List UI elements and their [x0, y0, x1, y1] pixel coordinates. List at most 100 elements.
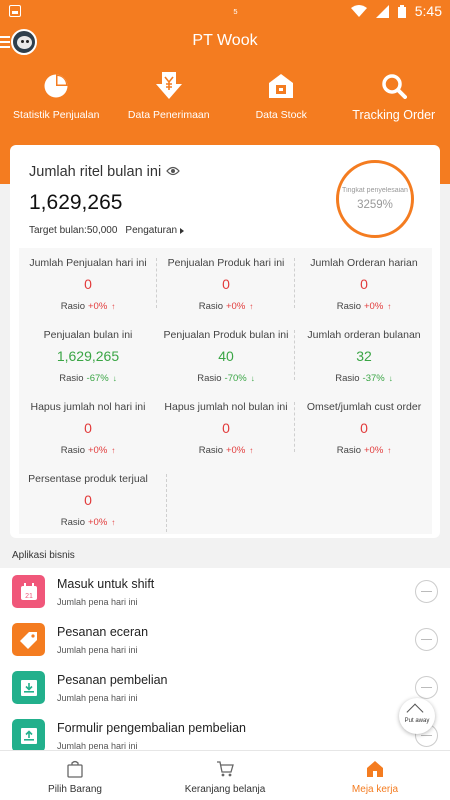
- put-away-button[interactable]: Put away: [399, 698, 435, 734]
- metric-card[interactable]: Omset/jumlah cust order 0 Rasio +0% ↑: [295, 392, 433, 464]
- section-title: Aplikasi bisnis: [12, 550, 75, 561]
- target-row: Target bulan:50,000 Pengaturan: [29, 225, 185, 236]
- status-time: 5:45: [414, 3, 442, 19]
- quick-nav-tracking-order[interactable]: Tracking Order: [338, 72, 450, 132]
- avatar[interactable]: [11, 29, 37, 55]
- cart-icon: [216, 760, 234, 778]
- quick-nav-label: Data Stock: [255, 109, 307, 121]
- ratio-percent: +0%: [226, 301, 246, 312]
- completion-ring: Tingkat penyelesaian 3259%: [336, 160, 414, 238]
- ratio-percent: -67%: [86, 373, 109, 384]
- tab-meja-kerja[interactable]: Meja kerja: [300, 751, 450, 800]
- metric-ratio: Rasio -37% ↓: [295, 373, 433, 384]
- menu-icon[interactable]: [0, 36, 10, 48]
- arrow-up-icon: ↑: [111, 446, 116, 455]
- eye-icon[interactable]: [166, 164, 180, 180]
- arrow-up-icon: ↑: [249, 302, 254, 311]
- quick-nav-statistik-penjualan[interactable]: Statistik Penjualan: [0, 72, 113, 132]
- quick-nav-data-penerimaan[interactable]: Data Penerimaan: [113, 72, 226, 132]
- metric-value: 0: [84, 276, 92, 292]
- metric-card[interactable]: Jumlah Penjualan hari ini 0 Rasio +0% ↑: [19, 248, 157, 320]
- arrow-up-icon: ↑: [387, 446, 392, 455]
- app-list: 21 Masuk untuk shift Jumlah pena hari in…: [0, 568, 450, 752]
- arrow-down-icon: ↓: [388, 374, 393, 383]
- divider: [294, 402, 295, 452]
- remove-button[interactable]: [415, 676, 438, 699]
- metric-value: 1,629,265: [56, 348, 120, 364]
- metric-ratio: Rasio -67% ↓: [19, 373, 157, 384]
- ratio-percent: +0%: [364, 445, 384, 456]
- arrow-up-icon: ↑: [111, 302, 116, 311]
- tab-keranjang-belanja[interactable]: Keranjang belanja: [150, 751, 300, 800]
- metric-card[interactable]: Penjualan Produk hari ini 0 Rasio +0% ↑: [157, 248, 295, 320]
- divider: [294, 330, 295, 380]
- tab-label: Keranjang belanja: [184, 784, 266, 795]
- list-item[interactable]: Pesanan pembelian Jumlah pena hari ini: [0, 664, 450, 712]
- metric-card[interactable]: Penjualan Produk bulan ini 40 Rasio -70% ↓: [157, 320, 295, 392]
- bag-icon: [66, 760, 84, 778]
- metric-label: Hapus jumlah nol hari ini: [30, 401, 146, 413]
- ratio-label: Rasio: [336, 301, 361, 312]
- put-away-label: Put away: [404, 718, 430, 724]
- metric-card[interactable]: Penjualan bulan ini 1,629,265 Rasio -67% ↓: [19, 320, 157, 392]
- metric-label: Persentase produk terjual: [28, 473, 148, 485]
- settings-link[interactable]: Pengaturan: [125, 225, 185, 236]
- signal-icon: [375, 4, 389, 18]
- metric-value: 0: [360, 276, 368, 292]
- tag-icon: [12, 623, 45, 656]
- metric-ratio: Rasio +0% ↑: [19, 445, 157, 456]
- quick-nav-label: Statistik Penjualan: [13, 109, 100, 121]
- status-bar: 5:45: [0, 0, 450, 24]
- divider: [294, 258, 295, 308]
- settings-label: Pengaturan: [125, 225, 178, 236]
- metric-value: 0: [222, 420, 230, 436]
- ratio-label: Rasio: [60, 517, 85, 528]
- image-notification-icon: [9, 5, 21, 17]
- metric-value: 0: [360, 420, 368, 436]
- divider: [156, 258, 157, 308]
- metric-label: Penjualan Produk hari ini: [167, 257, 285, 269]
- metric-label: Hapus jumlah nol bulan ini: [164, 401, 288, 413]
- svg-text:21: 21: [25, 593, 33, 600]
- ratio-label: Rasio: [60, 445, 85, 456]
- ratio-label: Rasio: [197, 373, 222, 384]
- remove-button[interactable]: [415, 580, 438, 603]
- arrow-up-icon: ↑: [249, 446, 254, 455]
- list-item[interactable]: Pesanan eceran Jumlah pena hari ini: [0, 616, 450, 664]
- arrow-up-icon: ↑: [387, 302, 392, 311]
- page-title: PT Wook: [192, 32, 258, 49]
- summary-card: Jumlah ritel bulan ini 1,629,265 Target …: [10, 145, 440, 538]
- summary-value: 1,629,265: [29, 191, 123, 214]
- arrow-down-icon: ↓: [112, 374, 117, 383]
- ratio-label: Rasio: [198, 445, 223, 456]
- tab-pilih-barang[interactable]: Pilih Barang: [0, 751, 150, 800]
- metric-card[interactable]: Persentase produk terjual 0 Rasio +0% ↑: [19, 464, 157, 536]
- ratio-percent: +0%: [226, 445, 246, 456]
- summary-label-row: Jumlah ritel bulan ini: [29, 164, 180, 180]
- metric-ratio: Rasio +0% ↑: [157, 445, 295, 456]
- pie-chart-icon: [0, 72, 113, 100]
- metric-ratio: Rasio +0% ↑: [295, 301, 433, 312]
- quick-nav-data-stock[interactable]: Data Stock: [225, 72, 338, 132]
- inbox-upload-icon: [12, 719, 45, 752]
- remove-button[interactable]: [415, 628, 438, 651]
- download-yen-icon: [113, 72, 226, 100]
- metric-card[interactable]: Hapus jumlah nol bulan ini 0 Rasio +0% ↑: [157, 392, 295, 464]
- metric-card[interactable]: Jumlah Orderan harian 0 Rasio +0% ↑: [295, 248, 433, 320]
- metric-label: Jumlah orderan bulanan: [307, 329, 421, 341]
- ratio-label: Rasio: [336, 445, 361, 456]
- inbox-download-icon: [12, 671, 45, 704]
- metric-card[interactable]: Hapus jumlah nol hari ini 0 Rasio +0% ↑: [19, 392, 157, 464]
- metric-card[interactable]: Jumlah orderan bulanan 32 Rasio -37% ↓: [295, 320, 433, 392]
- metric-value: 32: [356, 348, 372, 364]
- metric-label: Jumlah Orderan harian: [310, 257, 418, 269]
- metric-ratio: Rasio +0% ↑: [19, 301, 157, 312]
- summary-label: Jumlah ritel bulan ini: [29, 164, 162, 180]
- metric-value: 0: [222, 276, 230, 292]
- list-item[interactable]: Formulir pengembalian pembelian Jumlah p…: [0, 712, 450, 760]
- list-item[interactable]: 21 Masuk untuk shift Jumlah pena hari in…: [0, 568, 450, 616]
- metric-ratio: Rasio +0% ↑: [295, 445, 433, 456]
- app-subtitle: Jumlah pena hari ini: [57, 741, 138, 751]
- arrow-up-icon: ↑: [111, 518, 116, 527]
- quick-nav-label: Data Penerimaan: [127, 109, 210, 121]
